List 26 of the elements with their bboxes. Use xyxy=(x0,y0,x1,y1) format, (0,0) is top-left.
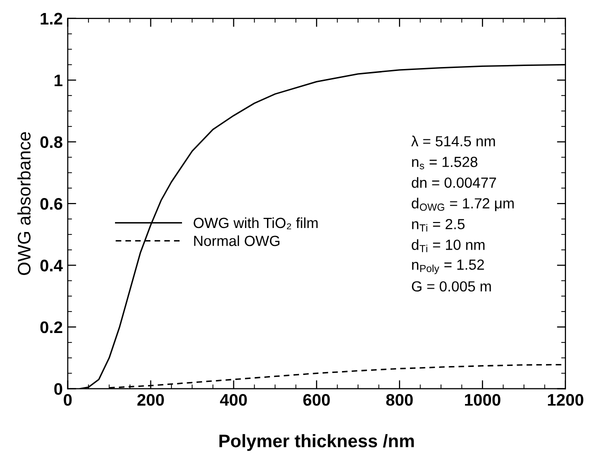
annotation: d$_{OWG}$ = 1.72 μm xyxy=(412,198,514,212)
annotation: n$_{Poly}$ = 1.52 xyxy=(412,260,484,274)
annotation: G = 0.005 m xyxy=(412,281,491,292)
x-tick-label: 600 xyxy=(303,394,330,406)
x-tick-label: 200 xyxy=(137,394,164,406)
y-axis-title: OWG absorbance xyxy=(17,132,31,275)
annotation: n$_{Ti}$ = 2.5 xyxy=(412,218,465,232)
y-tick-label: 1 xyxy=(54,74,62,86)
y-tick-label: 0 xyxy=(54,383,62,395)
x-tick-label: 400 xyxy=(220,394,247,406)
y-tick-label: 0.6 xyxy=(40,198,62,210)
y-tick-label: 0.2 xyxy=(40,321,62,334)
annotation: n$_{s}$ = 1.528 xyxy=(412,156,478,170)
legend-label: Normal OWG xyxy=(194,235,280,246)
annotation: λ = 514.5 nm xyxy=(411,136,495,146)
legend-label: OWG with TiO₂ film xyxy=(194,217,318,230)
x-tick-label: 0 xyxy=(64,394,72,406)
annotation: dn = 0.00477 xyxy=(412,177,496,188)
annotation: d$_{Ti}$ = 10 nm xyxy=(412,239,484,252)
x-tick-label: 800 xyxy=(386,394,413,406)
y-tick-label: 0.4 xyxy=(40,260,63,272)
x-axis-title: Polymer thickness /nm xyxy=(219,434,414,451)
y-tick-label: 1.2 xyxy=(40,12,62,24)
y-tick-label: 0.8 xyxy=(40,136,62,148)
x-tick-label: 1000 xyxy=(465,394,500,406)
x-tick-label: 1200 xyxy=(548,394,584,406)
